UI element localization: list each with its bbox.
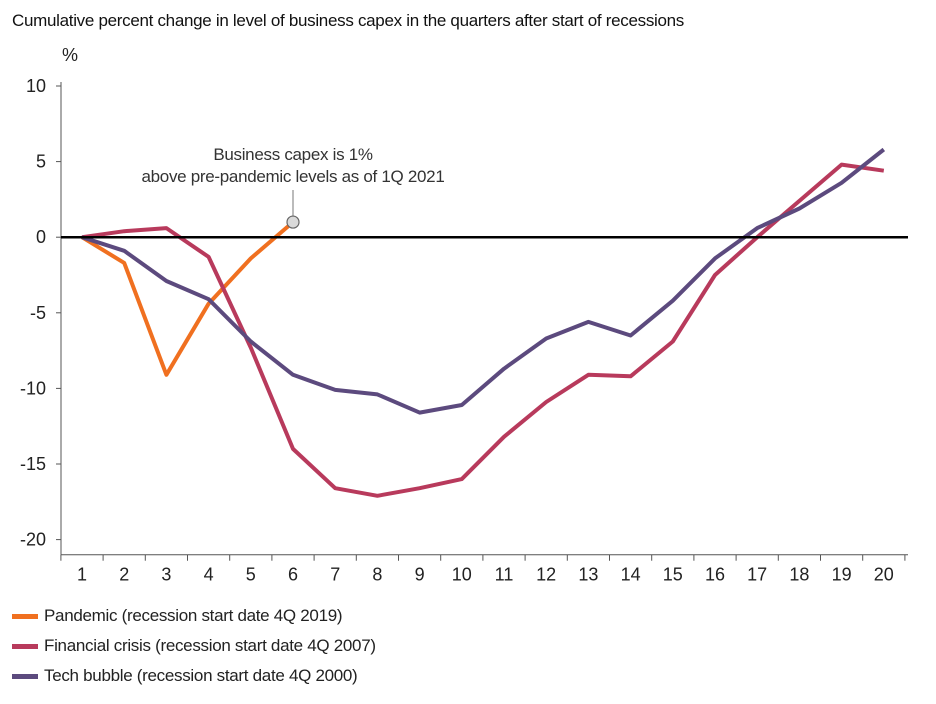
x-tick-label: 14: [621, 565, 641, 585]
x-tick-label: 15: [663, 565, 683, 585]
legend-swatch-tech-bubble: [12, 673, 38, 679]
x-tick-label: 1: [77, 565, 87, 585]
legend-label-pandemic: Pandemic (recession start date 4Q 2019): [44, 606, 343, 625]
x-tick-label: 13: [578, 565, 598, 585]
x-tick-label: 11: [495, 565, 514, 585]
legend-label-tech-bubble: Tech bubble (recession start date 4Q 200…: [44, 666, 358, 685]
x-tick-label: 16: [705, 565, 725, 585]
series-line-tech-bubble: [81, 147, 886, 415]
x-tick-label: 10: [452, 565, 472, 585]
x-tick-label: 19: [832, 565, 852, 585]
y-tick-label: 10: [26, 76, 46, 96]
x-tick-label: 7: [330, 565, 340, 585]
y-tick-label: 5: [36, 152, 46, 172]
chart-title: Cumulative percent change in level of bu…: [12, 11, 685, 30]
legend-item-pandemic: Pandemic (recession start date 4Q 2019): [12, 601, 376, 631]
annotation-text-line: above pre-pandemic levels as of 1Q 2021: [142, 167, 445, 186]
legend-label-financial-crisis: Financial crisis (recession start date 4…: [44, 636, 376, 655]
legend-swatch-financial-crisis: [12, 643, 38, 649]
x-tick-label: 12: [536, 565, 556, 585]
x-tick-label: 5: [246, 565, 256, 585]
x-tick-label: 4: [204, 565, 214, 585]
legend-item-financial-crisis: Financial crisis (recession start date 4…: [12, 631, 376, 661]
annotation-layer: Business capex is 1% above pre-pandemic l…: [142, 145, 445, 229]
series-line-pandemic: [80, 220, 295, 377]
y-tick-label: -10: [20, 378, 46, 398]
x-tick-label: 18: [789, 565, 809, 585]
x-tick-label: 20: [874, 565, 894, 585]
y-tick-label: -15: [20, 454, 46, 474]
y-tick-label: -5: [30, 303, 46, 323]
series-line-financial-crisis: [81, 162, 885, 498]
x-tick-label: 9: [415, 565, 425, 585]
annotation-marker: [286, 215, 300, 229]
x-tick-label: 6: [288, 565, 298, 585]
x-tick-label: 3: [161, 565, 171, 585]
y-tick-label: 0: [36, 227, 46, 247]
y-axis-label: %: [62, 45, 78, 65]
legend: Pandemic (recession start date 4Q 2019) …: [12, 601, 376, 691]
legend-item-tech-bubble: Tech bubble (recession start date 4Q 200…: [12, 661, 376, 691]
x-tick-label: 2: [119, 565, 129, 585]
annotation-text-line: Business capex is 1%: [213, 145, 373, 164]
x-tick-label: 8: [372, 565, 382, 585]
y-tick-label: -20: [20, 530, 46, 550]
series-layer: [61, 147, 908, 498]
legend-swatch-pandemic: [12, 613, 38, 619]
x-tick-label: 17: [747, 565, 767, 585]
